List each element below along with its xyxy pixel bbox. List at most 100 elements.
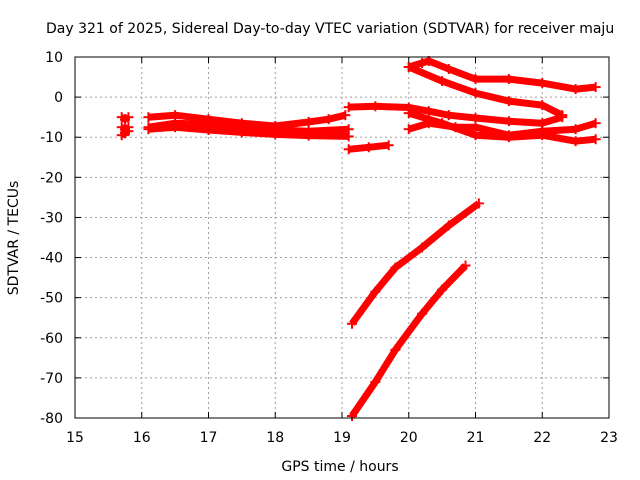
- x-tick-label: 23: [600, 430, 618, 446]
- data-point: [143, 112, 154, 123]
- data-point: [443, 220, 454, 231]
- data-point: [537, 130, 548, 141]
- data-point: [423, 56, 434, 67]
- data-point: [143, 124, 154, 135]
- series-arc-6: [343, 140, 394, 155]
- x-tick-label: 17: [200, 430, 218, 446]
- data-point: [443, 64, 454, 75]
- data-point: [343, 144, 354, 155]
- data-point: [503, 74, 514, 85]
- data-point: [203, 125, 214, 136]
- data-point: [303, 116, 314, 127]
- data-point: [343, 131, 354, 142]
- plot-frame: [74, 56, 610, 419]
- data-point: [437, 284, 448, 295]
- series-arc-11: [347, 198, 484, 329]
- y-tick-label: 10: [45, 50, 63, 66]
- series-line: [349, 200, 481, 326]
- data-point: [417, 58, 428, 69]
- series-arc-4: [143, 122, 354, 142]
- data-point: [363, 142, 374, 153]
- series-arc-1a: [116, 112, 134, 125]
- data-point: [473, 198, 484, 209]
- x-tick-label: 16: [133, 430, 151, 446]
- chart-title: Day 321 of 2025, Sidereal Day-to-day VTE…: [46, 21, 614, 37]
- data-point: [170, 122, 181, 133]
- y-tick-label: -10: [40, 130, 63, 146]
- y-tick-label: 0: [54, 90, 63, 106]
- data-point: [570, 84, 581, 95]
- series-arc-12: [347, 260, 471, 421]
- data-point: [503, 132, 514, 143]
- data-point: [323, 114, 334, 125]
- y-tick-label: -80: [40, 411, 63, 427]
- y-tick-label: -20: [40, 170, 63, 186]
- data-point: [423, 106, 434, 117]
- data-point: [590, 82, 601, 93]
- data-point: [537, 100, 548, 111]
- grid: [75, 57, 609, 418]
- series-line: [349, 263, 469, 418]
- x-tick-label: 15: [66, 430, 84, 446]
- series-arc-10: [403, 108, 601, 147]
- data-point: [437, 118, 448, 129]
- data-point: [470, 112, 481, 123]
- data-point: [590, 118, 601, 129]
- data-point: [470, 74, 481, 85]
- x-tick-label: 19: [333, 430, 351, 446]
- data-point: [123, 126, 134, 137]
- series-line: [407, 63, 564, 119]
- data-point: [343, 102, 354, 113]
- data-point: [340, 110, 351, 121]
- data-point: [503, 96, 514, 107]
- data-point: [570, 136, 581, 147]
- data-point: [270, 129, 281, 140]
- data-point: [557, 110, 568, 121]
- data-point: [503, 116, 514, 127]
- data-point: [370, 286, 381, 297]
- series-arc-2: [143, 110, 351, 131]
- data-point: [390, 262, 401, 273]
- data-point: [236, 127, 247, 138]
- y-tick-label: -50: [40, 291, 63, 307]
- data-point: [590, 134, 601, 145]
- data-point: [123, 112, 134, 123]
- y-tick-label: -60: [40, 331, 63, 347]
- series-line: [348, 102, 564, 127]
- data-point: [403, 124, 414, 135]
- data-point: [347, 318, 358, 329]
- x-tick-label: 18: [266, 430, 284, 446]
- data-point: [403, 62, 414, 73]
- data-point: [403, 108, 414, 119]
- data-point: [370, 101, 381, 112]
- data-series: [116, 56, 601, 421]
- data-point: [470, 130, 481, 141]
- data-point: [390, 344, 401, 355]
- data-point: [383, 140, 394, 151]
- y-tick-labels: 10 0 -10 -20 -30 -40 -50 -60 -70 -80: [40, 50, 63, 427]
- series-line: [407, 57, 597, 93]
- y-tick-label: -70: [40, 371, 63, 387]
- x-tick-labels: 15 16 17 18 19 20 21 22 23: [66, 430, 618, 446]
- x-tick-label: 21: [467, 430, 485, 446]
- data-point: [537, 78, 548, 89]
- data-point: [347, 410, 358, 421]
- data-point: [443, 110, 454, 121]
- series-arc-5: [343, 101, 568, 129]
- series-arc-1c: [116, 126, 134, 141]
- x-tick-label: 20: [400, 430, 418, 446]
- data-point: [460, 260, 471, 271]
- data-point: [303, 130, 314, 141]
- data-point: [470, 88, 481, 99]
- data-point: [417, 308, 428, 319]
- data-point: [570, 124, 581, 135]
- x-tick-label: 22: [533, 430, 551, 446]
- data-point: [437, 76, 448, 87]
- x-axis-label: GPS time / hours: [281, 459, 398, 475]
- y-axis-label: SDTVAR / TECUs: [6, 181, 22, 296]
- y-tick-label: -30: [40, 210, 63, 226]
- y-tick-label: -40: [40, 251, 63, 267]
- data-point: [370, 376, 381, 387]
- data-point: [417, 242, 428, 253]
